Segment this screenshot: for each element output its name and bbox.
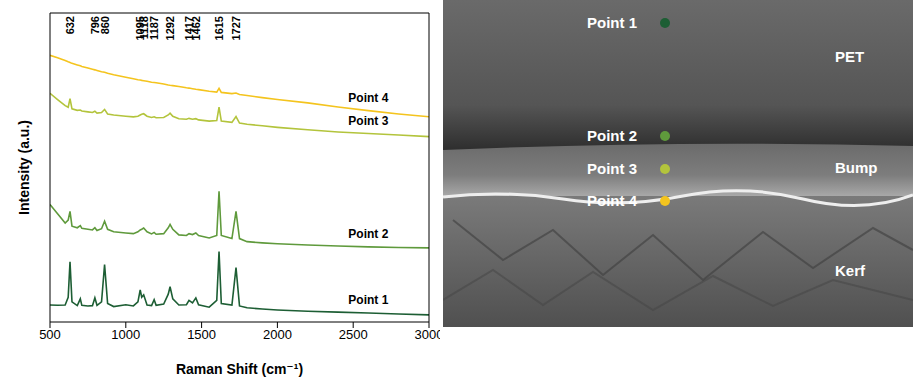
svg-text:1500: 1500 xyxy=(187,327,216,342)
svg-text:1187: 1187 xyxy=(148,16,160,40)
svg-text:Point 1: Point 1 xyxy=(587,14,637,31)
svg-text:PET: PET xyxy=(835,48,864,65)
svg-text:Intensity (a.u.): Intensity (a.u.) xyxy=(16,120,32,215)
svg-text:1727: 1727 xyxy=(230,16,242,40)
svg-text:1000: 1000 xyxy=(111,327,140,342)
svg-text:Kerf: Kerf xyxy=(835,262,866,279)
svg-text:Point 3: Point 3 xyxy=(587,160,637,177)
svg-text:1615: 1615 xyxy=(213,16,225,40)
svg-text:3000: 3000 xyxy=(415,327,440,342)
svg-text:860: 860 xyxy=(99,16,111,34)
svg-text:2000: 2000 xyxy=(263,327,292,342)
svg-text:Raman Shift (cm⁻¹): Raman Shift (cm⁻¹) xyxy=(176,361,303,377)
svg-text:Point 2: Point 2 xyxy=(587,127,637,144)
svg-text:1292: 1292 xyxy=(164,16,176,40)
svg-text:Point 3: Point 3 xyxy=(348,114,388,128)
svg-text:Point 1: Point 1 xyxy=(348,293,388,307)
svg-text:2500: 2500 xyxy=(339,327,368,342)
svg-text:796: 796 xyxy=(88,16,101,35)
svg-text:Point 2: Point 2 xyxy=(348,227,388,241)
svg-text:Point 4: Point 4 xyxy=(587,192,638,209)
svg-text:500: 500 xyxy=(39,327,61,342)
svg-text:1462: 1462 xyxy=(190,16,202,40)
svg-text:1118: 1118 xyxy=(137,16,150,40)
svg-text:Bump: Bump xyxy=(835,159,878,176)
svg-text:Point 4: Point 4 xyxy=(348,91,388,105)
svg-text:632: 632 xyxy=(64,16,76,34)
